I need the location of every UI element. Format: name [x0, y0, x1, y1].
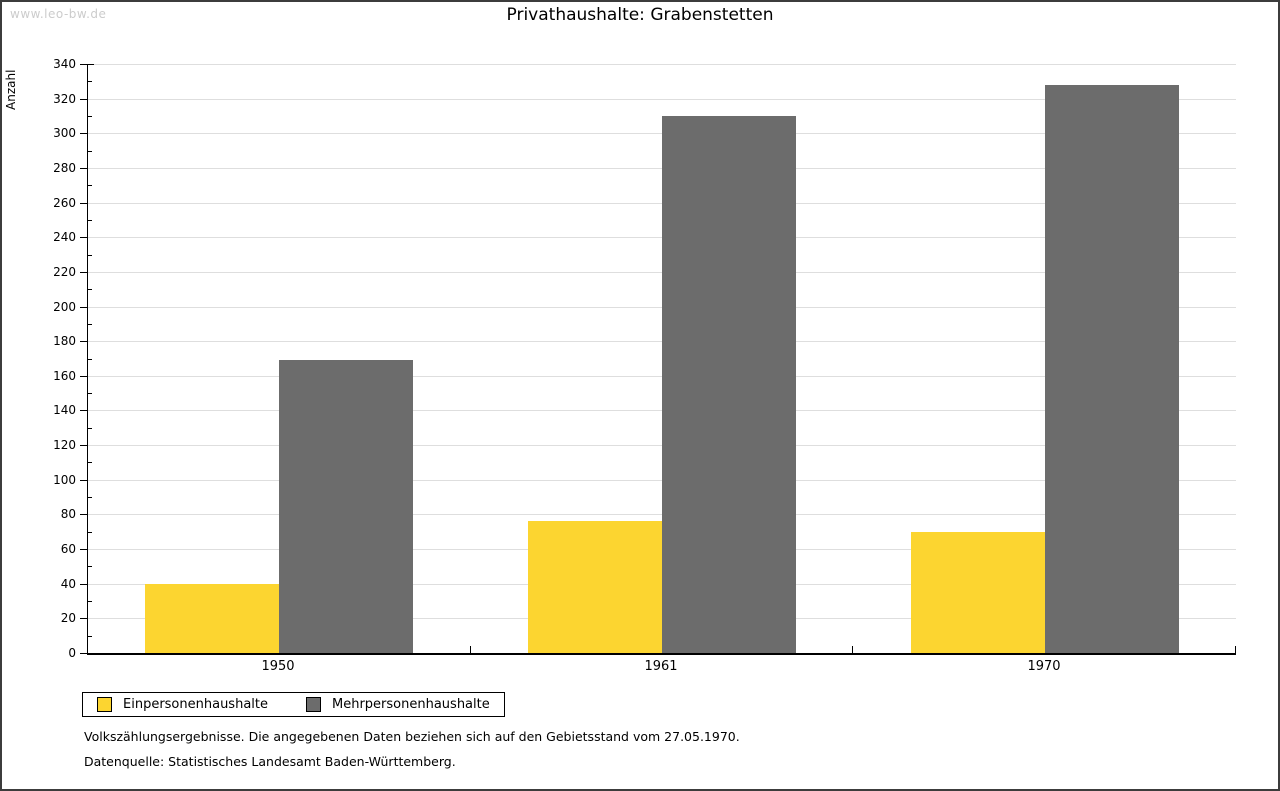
y-minor-tick-50	[88, 566, 92, 567]
gridline-y-340	[88, 64, 1236, 65]
y-tick-20	[80, 618, 87, 619]
y-tick-40	[80, 584, 87, 585]
y-minor-tick-230	[88, 255, 92, 256]
y-tick-60	[80, 549, 87, 550]
y-tick-label-180: 180	[53, 334, 76, 348]
y-tick-label-240: 240	[53, 230, 76, 244]
y-tick-label-160: 160	[53, 369, 76, 383]
x-boundary-tick-1	[470, 646, 471, 653]
y-minor-tick-70	[88, 532, 92, 533]
y-tick-label-320: 320	[53, 92, 76, 106]
y-tick-220	[80, 272, 87, 273]
y-minor-tick-130	[88, 428, 92, 429]
legend-swatch	[306, 697, 321, 712]
y-tick-label-20: 20	[60, 611, 76, 625]
y-tick-label-40: 40	[60, 577, 76, 591]
y-tick-300	[80, 133, 87, 134]
x-tick-label-1961: 1961	[644, 659, 678, 674]
y-minor-tick-150	[88, 393, 92, 394]
chart-title: Privathaushalte: Grabenstetten	[506, 5, 774, 25]
bar-mehrpersonenhaushalte-1950	[279, 360, 413, 653]
bar-einpersonenhaushalte-1950	[145, 584, 279, 653]
y-minor-tick-170	[88, 359, 92, 360]
y-tick-label-60: 60	[60, 542, 76, 556]
bar-einpersonenhaushalte-1961	[528, 521, 662, 653]
x-axis-right-cap	[1235, 646, 1236, 653]
y-tick-160	[80, 376, 87, 377]
y-minor-tick-30	[88, 601, 92, 602]
y-tick-200	[80, 307, 87, 308]
legend-label: Mehrpersonenhaushalte	[332, 697, 490, 712]
y-tick-label-100: 100	[53, 473, 76, 487]
y-tick-label-340: 340	[53, 57, 76, 71]
gridline-y-320	[88, 99, 1236, 100]
y-tick-180	[80, 341, 87, 342]
y-tick-label-140: 140	[53, 403, 76, 417]
legend-label: Einpersonenhaushalte	[123, 697, 268, 712]
y-minor-tick-190	[88, 324, 92, 325]
x-tick-label-1950: 1950	[261, 659, 295, 674]
y-minor-tick-310	[88, 116, 92, 117]
y-tick-260	[80, 203, 87, 204]
bar-einpersonenhaushalte-1970	[911, 532, 1045, 653]
y-tick-label-80: 80	[60, 507, 76, 521]
y-minor-tick-110	[88, 462, 92, 463]
y-minor-tick-330	[88, 81, 92, 82]
y-tick-label-260: 260	[53, 196, 76, 210]
footer-note-source-date: Volkszählungsergebnisse. Die angegebenen…	[84, 729, 740, 744]
y-minor-tick-10	[88, 636, 92, 637]
x-boundary-tick-2	[852, 646, 853, 653]
y-tick-340	[80, 64, 87, 65]
watermark-leo-bw: www.leo-bw.de	[10, 7, 107, 21]
y-tick-120	[80, 445, 87, 446]
y-tick-label-300: 300	[53, 126, 76, 140]
y-minor-tick-90	[88, 497, 92, 498]
plot-area	[87, 64, 1236, 655]
y-minor-tick-210	[88, 289, 92, 290]
footer-note-data-source: Datenquelle: Statistisches Landesamt Bad…	[84, 754, 456, 769]
legend-box: Einpersonenhaushalte Mehrpersonenhaushal…	[82, 692, 505, 717]
y-tick-140	[80, 410, 87, 411]
legend-item-mehrpersonenhaushalte: Mehrpersonenhaushalte	[306, 697, 490, 712]
bar-mehrpersonenhaushalte-1970	[1045, 85, 1179, 653]
y-tick-320	[80, 99, 87, 100]
y-tick-label-0: 0	[68, 646, 76, 660]
y-tick-label-120: 120	[53, 438, 76, 452]
legend-swatch	[97, 697, 112, 712]
y-tick-label-220: 220	[53, 265, 76, 279]
y-tick-280	[80, 168, 87, 169]
y-tick-100	[80, 480, 87, 481]
y-axis-top-cap	[87, 64, 94, 65]
y-tick-0	[80, 653, 87, 654]
legend-item-einpersonenhaushalte: Einpersonenhaushalte	[97, 697, 268, 712]
y-tick-240	[80, 237, 87, 238]
y-minor-tick-290	[88, 151, 92, 152]
y-tick-label-280: 280	[53, 161, 76, 175]
x-tick-label-1970: 1970	[1027, 659, 1061, 674]
bar-mehrpersonenhaushalte-1961	[662, 116, 796, 653]
y-tick-80	[80, 514, 87, 515]
y-tick-label-200: 200	[53, 300, 76, 314]
y-minor-tick-250	[88, 220, 92, 221]
y-minor-tick-270	[88, 185, 92, 186]
